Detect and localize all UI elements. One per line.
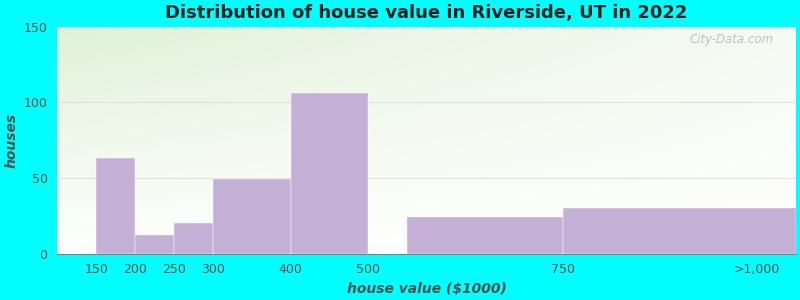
Y-axis label: houses: houses [4, 112, 18, 168]
Bar [174, 223, 213, 253]
Bar [135, 236, 174, 253]
Bar [562, 208, 796, 254]
X-axis label: house value ($1000): house value ($1000) [346, 282, 506, 296]
Bar [290, 93, 368, 253]
Title: Distribution of house value in Riverside, UT in 2022: Distribution of house value in Riverside… [166, 4, 688, 22]
Bar [213, 179, 290, 254]
Bar [407, 217, 562, 254]
Bar [96, 158, 135, 254]
Text: City-Data.com: City-Data.com [690, 33, 774, 46]
